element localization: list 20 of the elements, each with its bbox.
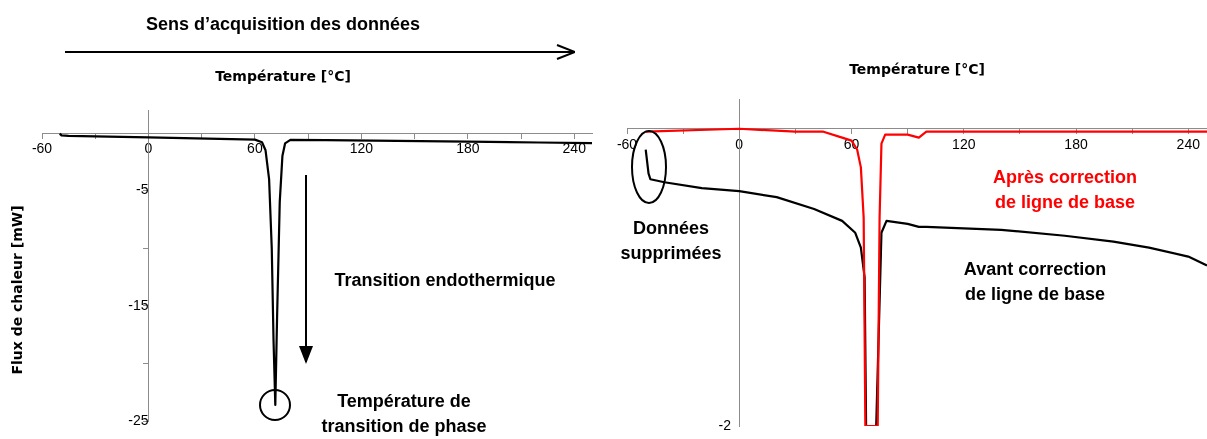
x-tick-label: 120	[952, 135, 976, 152]
x-axis-title: Température [°C]	[849, 60, 985, 80]
chart-title: Sens d’acquisition des données	[145, 13, 421, 37]
x-tick-label: 120	[349, 140, 374, 157]
annotation: Transition endothermique	[334, 269, 556, 293]
annotation: Données supprimées	[620, 216, 722, 265]
y-tick-label: -15	[128, 296, 149, 313]
x-axis-title: Température [°C]	[215, 67, 351, 87]
y-tick-label: -25	[128, 411, 149, 428]
annotation: Température de transition de phase	[321, 389, 487, 438]
y-tick-label: -5	[136, 181, 149, 198]
y-axis-title: Flux de chaleur [mW]	[8, 205, 27, 375]
x-tick-label: 60	[247, 140, 263, 157]
series-label: Avant correction de ligne de base	[963, 257, 1107, 306]
x-tick-label: -60	[31, 140, 53, 157]
x-tick-label: 180	[456, 140, 480, 157]
series-label: Après correction de ligne de base	[992, 165, 1138, 214]
x-tick-label: 180	[1064, 135, 1088, 152]
annotation: -2	[718, 416, 731, 436]
x-tick-label: 240	[1176, 135, 1201, 152]
